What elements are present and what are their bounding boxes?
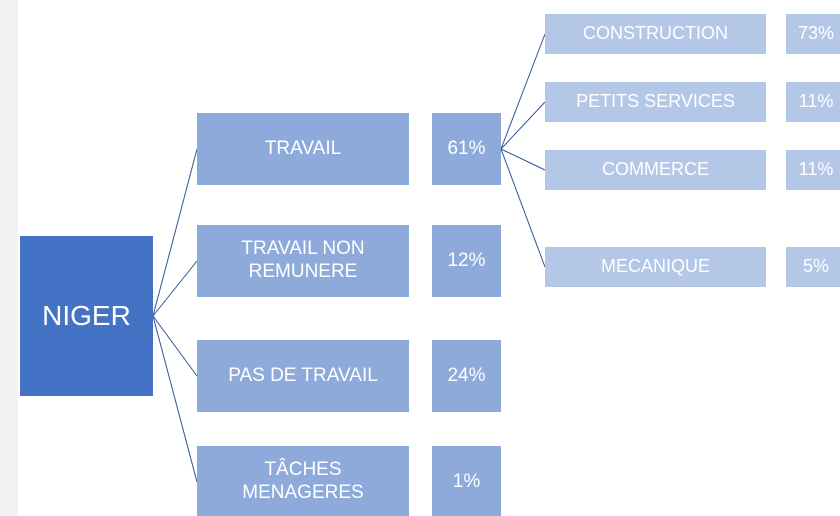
branch-node: TRAVAIL NON REMUNERE	[197, 225, 409, 297]
branch-node-text: TRAVAIL NON	[241, 238, 365, 260]
branch-node: TÂCHES MENAGERES	[197, 446, 409, 516]
branch-share: 1%	[432, 446, 501, 516]
sub-branch-share: 73%	[786, 14, 840, 54]
connector	[500, 33, 546, 150]
sub-branch-node: CONSTRUCTION	[545, 14, 766, 54]
branch-share-text: 61%	[447, 137, 486, 159]
root-node: NIGER	[20, 236, 153, 396]
sub-branch-node: PETITS SERVICES	[545, 82, 766, 122]
branch-node: PAS DE TRAVAIL	[197, 340, 409, 412]
connector	[500, 148, 546, 268]
branch-share-text: 1%	[452, 470, 481, 492]
sub-branch-node: MECANIQUE	[545, 247, 766, 287]
sub-branch-share: 5%	[786, 247, 840, 287]
sub-branch-node: COMMERCE	[545, 150, 766, 190]
sub-branch-node-text: COMMERCE	[602, 159, 709, 180]
sub-branch-share: 11%	[786, 150, 840, 190]
connector	[152, 260, 198, 317]
branch-node-text: REMUNERE	[248, 261, 358, 282]
connector	[500, 101, 546, 150]
branch-node-text: MENAGERES	[242, 482, 364, 503]
connector	[152, 315, 198, 483]
sub-branch-share: 11%	[786, 82, 840, 122]
sub-branch-share-text: 11%	[798, 91, 834, 112]
branch-share: 24%	[432, 340, 501, 412]
branch-node: TRAVAIL	[197, 113, 409, 185]
branch-share-text: 12%	[447, 249, 486, 271]
sub-branch-share-text: 5%	[802, 256, 829, 277]
branch-share: 61%	[432, 113, 501, 185]
connector	[152, 315, 198, 377]
connector	[152, 148, 198, 317]
branch-node-text: TÂCHES	[264, 459, 342, 481]
sub-branch-node-text: CONSTRUCTION	[583, 23, 728, 44]
branch-share-text: 24%	[447, 364, 486, 386]
root-node-text: NIGER	[42, 300, 131, 332]
sub-branch-share-text: 73%	[797, 23, 835, 44]
sub-branch-node-text: PETITS SERVICES	[576, 91, 735, 112]
connector	[500, 148, 546, 171]
sub-branch-node-text: MECANIQUE	[600, 256, 710, 277]
branch-node-text: PAS DE TRAVAIL	[228, 364, 378, 386]
branch-share: 12%	[432, 225, 501, 297]
branch-node-text: TRAVAIL	[264, 137, 342, 159]
sub-branch-share-text: 11%	[798, 159, 834, 180]
side-strip	[0, 0, 18, 516]
